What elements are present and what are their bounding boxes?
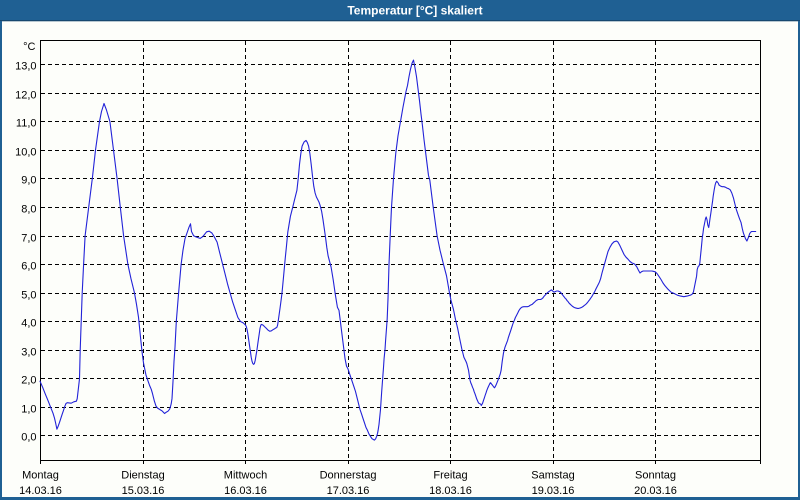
svg-text:12,0: 12,0 <box>15 90 36 102</box>
svg-text:6,0: 6,0 <box>21 261 36 273</box>
svg-text:3,0: 3,0 <box>21 347 36 359</box>
svg-text:8,0: 8,0 <box>21 204 36 216</box>
svg-text:Montag: Montag <box>22 470 59 482</box>
svg-text:4,0: 4,0 <box>21 318 36 330</box>
svg-text:0,0: 0,0 <box>21 432 36 444</box>
svg-text:Mittwoch: Mittwoch <box>224 470 267 482</box>
svg-text:Samstag: Samstag <box>531 470 574 482</box>
svg-text:Dienstag: Dienstag <box>121 470 164 482</box>
svg-text:Freitag: Freitag <box>433 470 467 482</box>
svg-text:2,0: 2,0 <box>21 375 36 387</box>
svg-text:Temperatur [°C] skaliert: Temperatur [°C] skaliert <box>347 4 482 18</box>
svg-text:1,0: 1,0 <box>21 404 36 416</box>
svg-text:5,0: 5,0 <box>21 290 36 302</box>
svg-text:11,0: 11,0 <box>16 118 37 130</box>
svg-text:20.03.16: 20.03.16 <box>634 485 677 497</box>
svg-text:°C: °C <box>23 41 35 53</box>
svg-text:10,0: 10,0 <box>15 147 36 159</box>
svg-text:Sonntag: Sonntag <box>635 470 676 482</box>
svg-text:13,0: 13,0 <box>15 61 36 73</box>
svg-text:17.03.16: 17.03.16 <box>327 485 370 497</box>
svg-text:Donnerstag: Donnerstag <box>320 470 377 482</box>
svg-text:18.03.16: 18.03.16 <box>429 485 472 497</box>
svg-text:7,0: 7,0 <box>21 233 36 245</box>
svg-text:14.03.16: 14.03.16 <box>19 485 62 497</box>
svg-text:19.03.16: 19.03.16 <box>532 485 575 497</box>
svg-text:16.03.16: 16.03.16 <box>224 485 267 497</box>
svg-text:9,0: 9,0 <box>21 175 36 187</box>
svg-text:15.03.16: 15.03.16 <box>122 485 165 497</box>
